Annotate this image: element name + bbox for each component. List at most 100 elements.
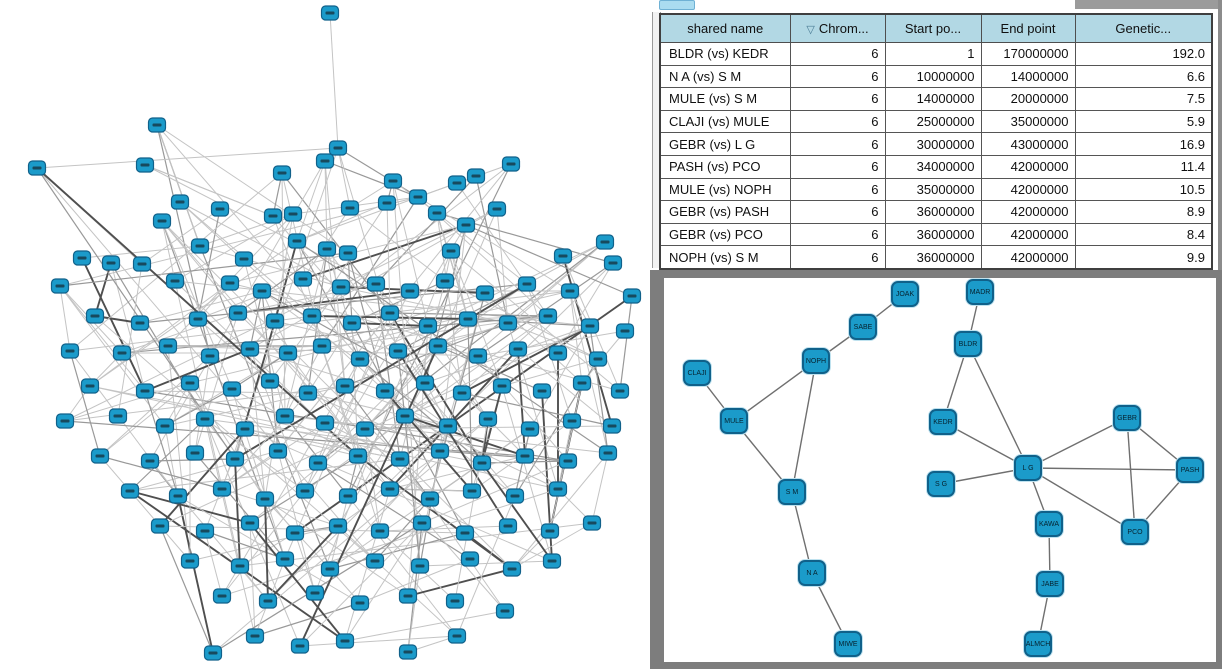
edge-SM-NA[interactable] [791,491,813,574]
table-cell[interactable]: 8.4 [1074,222,1213,247]
table-cell[interactable]: PASH (vs) PCO [659,154,791,179]
column-header-0[interactable]: shared name [659,13,791,43]
node-LG[interactable]: L G [1014,455,1042,481]
node-SG[interactable]: S G [927,471,955,497]
edge-LG-GEBR[interactable] [1027,417,1128,469]
edge-KEDR-LG[interactable] [942,421,1029,469]
node-PASH[interactable]: PASH [1176,457,1204,483]
node-MADR[interactable]: MADR [966,279,994,305]
table-cell[interactable]: BLDR (vs) KEDR [659,42,791,66]
node-JABE[interactable]: JABE [1036,571,1064,597]
table-cell[interactable]: 6 [789,200,886,224]
table-cell[interactable]: 16.9 [1074,132,1213,156]
table-cell[interactable]: 10.5 [1074,177,1213,202]
table-cell[interactable]: 36000000 [884,200,982,224]
table-row[interactable]: GEBR (vs) PCO 6 36000000 42000000 8.4 [659,222,1213,247]
table-cell[interactable]: 30000000 [884,132,982,156]
node-label-smudge [245,521,255,525]
table-cell[interactable]: NOPH (vs) S M [659,245,791,270]
edge-SG-LG[interactable] [940,467,1029,485]
edge-LG-PASH[interactable] [1027,467,1191,471]
column-header-4[interactable]: Genetic... [1074,13,1213,43]
table-cell[interactable]: 192.0 [1074,42,1213,66]
table-horizontal-scrollbar[interactable] [648,0,1222,12]
table-cell[interactable]: MULE (vs) NOPH [659,177,791,202]
table-cell[interactable]: 42000000 [980,154,1076,179]
node-MULE[interactable]: MULE [720,408,748,434]
node-MIWE[interactable]: MIWE [834,631,862,657]
table-cell[interactable]: 14000000 [980,64,1076,89]
table-cell[interactable]: 170000000 [980,42,1076,66]
table-cell[interactable]: CLAJI (vs) MULE [659,109,791,134]
table-cell[interactable]: 10000000 [884,64,982,89]
table-cell[interactable]: 34000000 [884,154,982,179]
subnetwork-view[interactable]: JOAK MADR SABE NOPH BLDR CLAJI MULE KEDR GEBR L G… [664,278,1216,662]
table-row[interactable]: NOPH (vs) S M 6 36000000 42000000 9.9 [659,245,1213,270]
table-cell[interactable]: 42000000 [980,245,1076,270]
table-cell[interactable]: 6 [789,154,886,179]
node-BLDR[interactable]: BLDR [954,331,982,357]
table-row[interactable]: MULE (vs) S M 6 14000000 20000000 7.5 [659,87,1213,111]
scrollbar-thumb[interactable] [659,0,695,10]
table-cell[interactable]: GEBR (vs) PASH [659,200,791,224]
table-cell[interactable]: 7.5 [1074,87,1213,111]
column-header-3[interactable]: End point [980,13,1076,43]
table-cell[interactable]: 42000000 [980,177,1076,202]
table-cell[interactable]: 6 [789,245,886,270]
table-row[interactable]: N A (vs) S M 6 10000000 14000000 6.6 [659,64,1213,89]
table-cell[interactable]: 20000000 [980,87,1076,111]
table-cell[interactable]: 43000000 [980,132,1076,156]
table-cell[interactable]: 42000000 [980,222,1076,247]
table-cell[interactable]: 25000000 [884,109,982,134]
table-cell[interactable]: 36000000 [884,222,982,247]
node-GEBR[interactable]: GEBR [1113,405,1141,431]
edge-GEBR-PCO[interactable] [1126,417,1136,533]
node-NOPH[interactable]: NOPH [802,348,830,374]
table-cell[interactable]: 35000000 [884,177,982,202]
table-row[interactable]: MULE (vs) NOPH 6 35000000 42000000 10.5 [659,177,1213,202]
node-SABE[interactable]: SABE [849,314,877,340]
table-cell[interactable]: 6 [789,109,886,134]
node-JOAK[interactable]: JOAK [891,281,919,307]
column-header-1[interactable]: ▽ Chrom... [789,13,886,43]
table-cell[interactable]: 5.9 [1074,109,1213,134]
edge-BLDR-LG[interactable] [967,343,1029,469]
table-cell[interactable]: GEBR (vs) PCO [659,222,791,247]
table-cell[interactable]: 11.4 [1074,154,1213,179]
table-cell[interactable]: 1 [884,42,982,66]
filter-funnel-icon[interactable]: ▽ [806,24,815,36]
node-CLAJI[interactable]: CLAJI [683,360,711,386]
table-row[interactable]: PASH (vs) PCO 6 34000000 42000000 11.4 [659,154,1213,179]
table-row[interactable]: GEBR (vs) PASH 6 36000000 42000000 8.9 [659,200,1213,224]
node-SM[interactable]: S M [778,479,806,505]
node-PCO[interactable]: PCO [1121,519,1149,545]
edge-NOPH-SM[interactable] [791,360,817,493]
node-NA[interactable]: N A [798,560,826,586]
table-cell[interactable]: 6 [789,177,886,202]
table-cell[interactable]: 35000000 [980,109,1076,134]
table-cell[interactable]: 6 [789,87,886,111]
node-label-smudge [563,459,573,463]
table-cell[interactable]: MULE (vs) S M [659,87,791,111]
table-cell[interactable]: 6 [789,42,886,66]
table-cell[interactable]: 8.9 [1074,200,1213,224]
table-cell[interactable]: 42000000 [980,200,1076,224]
node-KEDR[interactable]: KEDR [929,409,957,435]
table-cell[interactable]: 6 [789,64,886,89]
node-KAWA[interactable]: KAWA [1035,511,1063,537]
table-cell[interactable]: 6 [789,132,886,156]
table-cell[interactable]: N A (vs) S M [659,64,791,89]
table-cell[interactable]: 6 [789,222,886,247]
main-network-view[interactable] [0,0,648,669]
table-row[interactable]: BLDR (vs) KEDR 6 1 170000000 192.0 [659,42,1213,66]
table-row[interactable]: CLAJI (vs) MULE 6 25000000 35000000 5.9 [659,109,1213,134]
edge-LG-PCO[interactable] [1027,467,1136,533]
node-ALMCH[interactable]: ALMCH [1024,631,1052,657]
table-cell[interactable]: 6.6 [1074,64,1213,89]
table-cell[interactable]: 9.9 [1074,245,1213,270]
table-cell[interactable]: GEBR (vs) L G [659,132,791,156]
table-cell[interactable]: 14000000 [884,87,982,111]
table-row[interactable]: GEBR (vs) L G 6 30000000 43000000 16.9 [659,132,1213,156]
column-header-2[interactable]: Start po... [884,13,982,43]
table-cell[interactable]: 36000000 [884,245,982,270]
